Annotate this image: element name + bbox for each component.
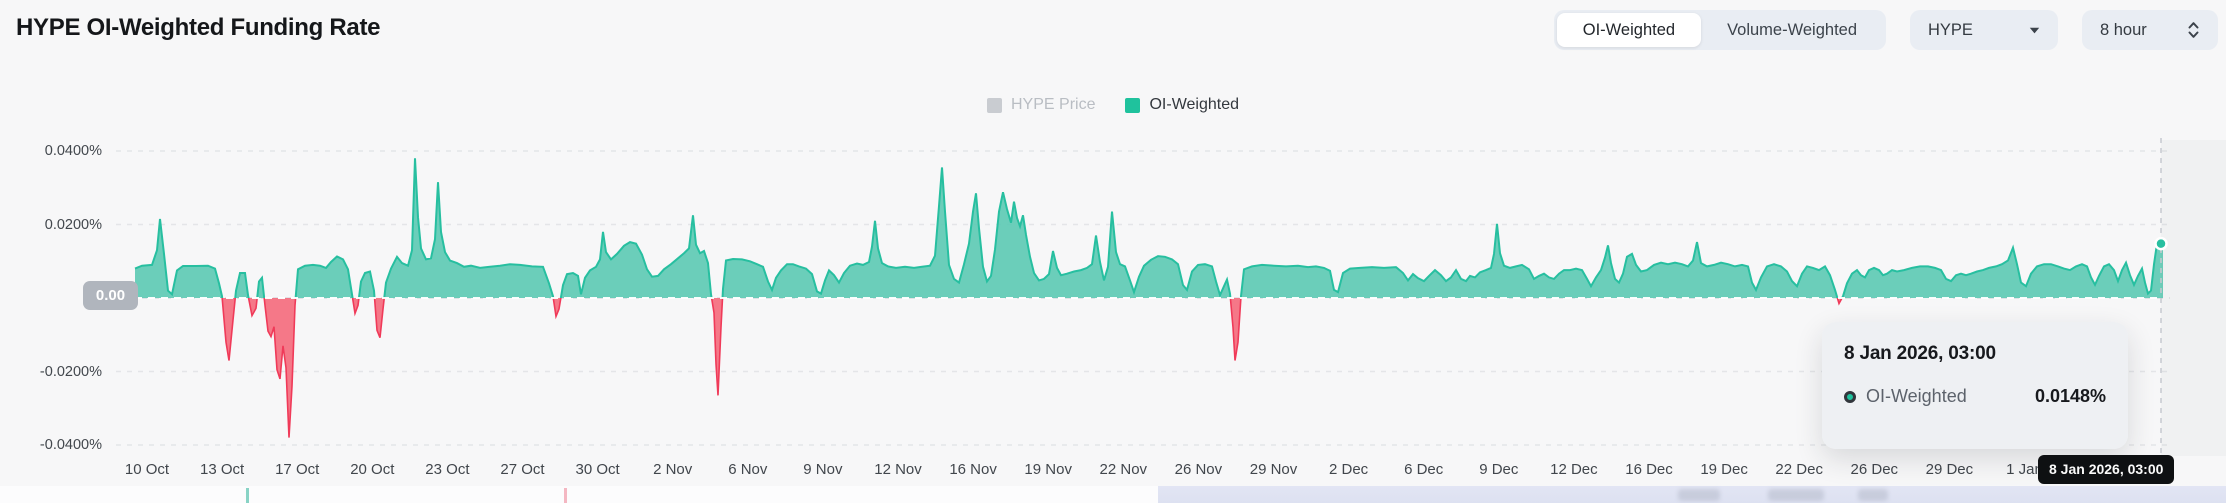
chart-tooltip: 8 Jan 2026, 03:00 OI-Weighted 0.0148%	[1822, 322, 2128, 449]
x-axis-label: 22 Nov	[1099, 461, 1148, 478]
legend-swatch-hype-price	[987, 97, 1002, 113]
asset-select[interactable]: HYPE	[1910, 10, 2058, 50]
x-axis-label: 12 Nov	[874, 461, 922, 478]
legend-label: OI-Weighted	[1149, 96, 1239, 113]
tab-volume-weighted[interactable]: Volume-Weighted	[1701, 13, 1883, 47]
chevron-up-down-icon	[2188, 22, 2199, 38]
x-axis-label: 2 Nov	[653, 461, 693, 478]
minimap-selection-band[interactable]	[1158, 486, 2226, 503]
x-axis-label: 29 Dec	[1925, 461, 1974, 478]
x-axis-label: 2 Dec	[1329, 461, 1369, 478]
legend-item-hype-price[interactable]: HYPE Price	[987, 96, 1095, 114]
x-axis-label: 13 Oct	[200, 461, 245, 478]
tooltip-series-label: OI-Weighted	[1866, 386, 1967, 406]
asset-select-value: HYPE	[1928, 20, 1973, 39]
interval-select-value: 8 hour	[2100, 20, 2147, 39]
x-axis-label: 6 Dec	[1404, 461, 1444, 478]
chevron-down-icon	[2029, 27, 2040, 33]
minimap-smudge	[1858, 489, 1888, 501]
minimap-tick	[564, 488, 567, 503]
minimap-smudge	[1678, 489, 1720, 501]
x-axis-label: 10 Oct	[124, 461, 170, 478]
x-axis-label: 19 Dec	[1700, 461, 1748, 478]
x-axis-label: 26 Nov	[1174, 461, 1223, 478]
x-axis-label: 27 Oct	[500, 461, 545, 478]
tooltip-date: 8 Jan 2026, 03:00	[1844, 343, 1996, 364]
x-axis-label: 23 Oct	[425, 461, 470, 478]
x-axis-label: 20 Oct	[350, 461, 395, 478]
legend-item-oi-weighted[interactable]: OI-Weighted	[1125, 96, 1239, 114]
series-dot-icon	[1844, 390, 1856, 403]
x-axis-label: 6 Nov	[728, 461, 768, 478]
chart-controls: OI-Weighted Volume-Weighted HYPE 8 hour	[1553, 10, 2218, 50]
x-axis-label: 29 Nov	[1249, 461, 1298, 478]
page-title: HYPE OI-Weighted Funding Rate	[16, 14, 381, 41]
tooltip-series-row: OI-Weighted 0.0148%	[1844, 386, 2106, 407]
x-axis-label: 9 Nov	[803, 461, 843, 478]
x-axis-label: 12 Dec	[1550, 461, 1598, 478]
zero-badge: 0.00	[83, 281, 138, 310]
legend-swatch-oi-weighted	[1125, 97, 1141, 113]
tab-oi-weighted[interactable]: OI-Weighted	[1556, 13, 1702, 47]
x-axis-label: 30 Oct	[575, 461, 620, 478]
weighting-toggle: OI-Weighted Volume-Weighted	[1553, 10, 1886, 50]
x-axis-label: 22 Dec	[1775, 461, 1823, 478]
legend-label: HYPE Price	[1011, 96, 1096, 113]
y-axis-label: 0.0400%	[44, 143, 102, 159]
minimap-strip[interactable]	[0, 486, 2226, 503]
minimap-smudge	[1768, 489, 1824, 501]
minimap-tick	[246, 488, 249, 503]
tooltip-series-value: 0.0148%	[2034, 386, 2106, 406]
crosshair-date-label: 8 Jan 2026, 03:00	[2038, 455, 2175, 484]
x-axis-label: 16 Nov	[949, 461, 997, 478]
y-axis-label: -0.0200%	[39, 363, 102, 380]
y-axis-label: -0.0400%	[39, 437, 102, 453]
x-axis-label: 16 Dec	[1625, 461, 1673, 478]
x-axis-label: 26 Dec	[1850, 461, 1899, 478]
y-axis-label: 0.0200%	[44, 216, 102, 233]
chart-legend: HYPE Price OI-Weighted	[0, 96, 2226, 114]
x-axis-label: 17 Oct	[275, 461, 320, 478]
x-axis-label: 9 Dec	[1479, 461, 1519, 478]
x-axis-label: 1 Jan	[2006, 461, 2043, 478]
interval-select[interactable]: 8 hour	[2082, 10, 2218, 50]
x-axis-label: 19 Nov	[1024, 461, 1072, 478]
